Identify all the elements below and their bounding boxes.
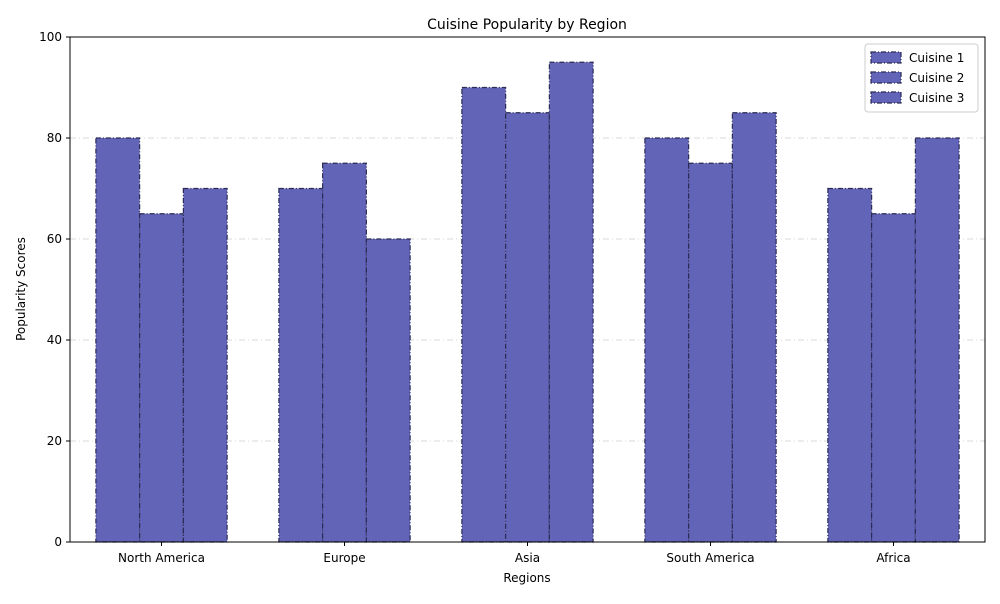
x-tick-label: Africa	[876, 551, 910, 565]
y-tick-label: 60	[47, 232, 62, 246]
chart-title: Cuisine Popularity by Region	[427, 17, 627, 33]
bar-cuisine-1	[827, 187, 873, 543]
bar-cuisine-1	[461, 86, 507, 543]
legend-label: Cuisine 3	[909, 91, 964, 105]
legend-label: Cuisine 2	[909, 71, 964, 85]
bars	[95, 61, 960, 543]
x-tick-label: Europe	[323, 551, 365, 565]
bar-cuisine-1	[278, 187, 324, 543]
bar-cuisine-2	[871, 213, 916, 543]
legend: Cuisine 1 Cuisine 2 Cuisine 3	[864, 43, 979, 113]
bar-cuisine-3	[182, 187, 228, 543]
bar-cuisine-3	[731, 112, 777, 543]
bar-cuisine-1	[95, 137, 141, 543]
legend-swatch	[870, 71, 902, 84]
bar-cuisine-2	[322, 162, 367, 543]
bar-cuisine-2	[688, 162, 733, 543]
y-tick-label: 100	[39, 30, 62, 44]
legend-swatch	[870, 51, 902, 64]
legend-swatch	[870, 91, 902, 104]
y-tick-label: 80	[47, 131, 62, 145]
bar-cuisine-3	[365, 238, 411, 543]
x-axis-label: Regions	[503, 571, 550, 585]
y-tick-label: 40	[47, 333, 62, 347]
x-ticks: North America Europe Asia South America Afri…	[118, 542, 911, 565]
y-axis-label: Popularity Scores	[14, 237, 28, 341]
bar-cuisine-1	[644, 137, 690, 543]
x-tick-label: North America	[118, 551, 205, 565]
bar-cuisine-3	[914, 137, 960, 543]
y-tick-label: 20	[47, 434, 62, 448]
bar-cuisine-2	[139, 213, 184, 543]
y-ticks: 0 20 40 60 80 100	[39, 30, 70, 549]
bar-cuisine-3	[548, 61, 594, 543]
x-tick-label: South America	[666, 551, 754, 565]
x-tick-label: Asia	[515, 551, 540, 565]
legend-label: Cuisine 1	[909, 51, 964, 65]
y-tick-label: 0	[54, 535, 62, 549]
bar-cuisine-2	[505, 112, 550, 543]
